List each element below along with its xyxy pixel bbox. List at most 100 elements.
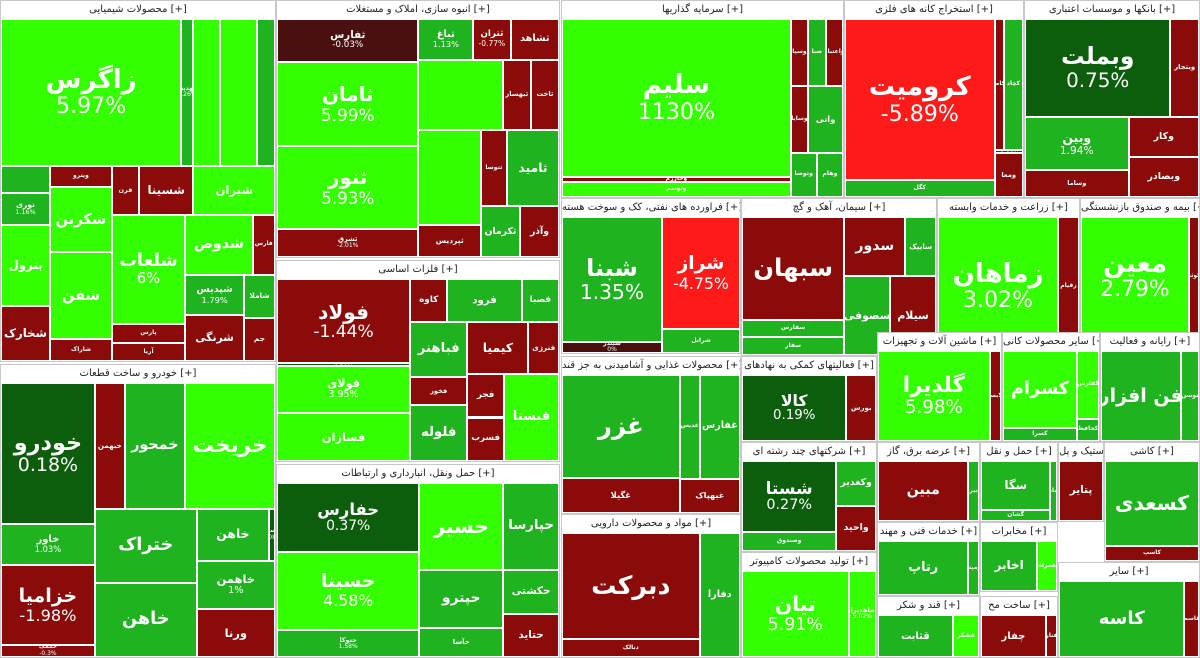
stock-tile[interactable]: کاما [994,19,1005,150]
stock-tile[interactable]: مبین [878,461,969,521]
stock-tile[interactable]: حسینا 4.58% [277,551,420,631]
stock-tile[interactable]: خزامیا -1.98% [1,565,95,645]
stock-tile[interactable]: حتاید [503,613,559,657]
sector-title[interactable]: بیمه و صندوق بازنشستگی [+] [1081,199,1199,217]
stock-tile[interactable]: کوثر [1189,217,1199,336]
stock-tile[interactable]: فولاد -1.44% [277,279,411,364]
stock-tile[interactable]: وکغدیر [836,461,876,506]
sector-title[interactable]: شرکتهای چند رشته ای [+] [742,443,876,461]
stock-tile[interactable]: بترول [1,224,51,307]
stock-tile[interactable]: ثشاهد [510,19,559,60]
stock-tile[interactable]: شدوص [185,214,253,275]
stock-tile[interactable]: فخوز [410,377,468,406]
stock-tile[interactable]: شرانل [662,329,740,353]
stock-tile[interactable]: آریا [111,342,186,361]
stock-tile[interactable]: گشان [981,509,1051,521]
sector-title[interactable]: فعالیتهای کمکی به نهادهای [+] [742,357,876,375]
stock-tile[interactable]: واعتبار [825,19,843,86]
stock-tile[interactable]: شبندر 0% [562,341,663,353]
sector-title[interactable]: فلزات اساسی [+] [277,261,559,279]
stock-tile[interactable]: تیان 5.91% [742,571,849,657]
stock-tile[interactable]: حکشتی [503,570,559,614]
stock-tile[interactable]: دفارا [699,533,740,657]
stock-tile[interactable]: وآذر [519,206,559,257]
stock-tile[interactable]: شراز -4.75% [662,217,740,330]
stock-tile[interactable]: وتوسم [562,181,791,197]
stock-tile[interactable]: کاسپ [1105,546,1199,561]
sector-title[interactable]: مخابرات [+] [981,523,1057,541]
stock-tile[interactable]: کاوه [410,279,448,322]
stock-tile[interactable]: وسپا [790,19,809,86]
stock-tile[interactable]: ثامید [506,130,559,207]
stock-tile[interactable]: شیران [193,165,275,215]
stock-tile[interactable]: پتایر [1059,461,1103,521]
stock-tile[interactable]: فرود [447,279,522,322]
stock-tile[interactable]: لابسا [989,351,1001,441]
stock-tile[interactable]: کسرا [1003,427,1077,441]
stock-tile[interactable]: غزر [562,375,680,478]
stock-tile[interactable]: غگیلا [562,477,680,513]
stock-tile[interactable]: جم [243,317,275,361]
stock-tile[interactable]: سگا [981,461,1051,510]
stock-tile[interactable]: فصبا [521,279,559,322]
stock-tile[interactable]: شسینا [139,165,194,215]
stock-tile[interactable]: قرن [111,165,140,215]
sector-title[interactable]: ساخت مح [+] [981,597,1057,615]
stock-tile[interactable]: پارس [111,324,186,343]
stock-tile[interactable]: قشکر [952,615,979,657]
stock-tile[interactable]: سایپک [905,217,936,277]
stock-tile[interactable] [1,165,51,193]
stock-tile[interactable]: کحافظ [1076,418,1099,441]
sector-title[interactable]: حمل و نقل [+] [981,443,1057,461]
stock-tile[interactable]: آباد [1050,461,1057,521]
stock-tile[interactable] [418,130,481,226]
stock-tile[interactable]: خاهن [196,508,270,561]
sector-title[interactable]: ماشین آلات و تجهیزات [+] [878,333,1001,351]
stock-tile[interactable]: ختراک [94,508,197,583]
stock-tile[interactable]: کرومیت -5.89% [845,19,995,181]
stock-tile[interactable]: شپدیس 1.79% [185,274,244,316]
stock-tile[interactable]: شلعاب 6% [111,214,186,325]
stock-tile[interactable]: ماهدیرا 5.02% [848,571,876,657]
stock-tile[interactable]: همراه [1037,541,1057,591]
sector-title[interactable]: حمل ونقل، انبارداری و ارتباطات [+] [277,465,559,483]
sector-title[interactable]: بانکها و موسسات اعتباری [+] [1025,1,1199,19]
stock-tile[interactable]: اخابر [981,541,1038,591]
stock-tile[interactable]: فسازان [277,413,411,461]
stock-tile[interactable]: کچاد [1004,19,1023,150]
sector-title[interactable]: خدمات فنی و مهند [+] [878,523,979,541]
stock-tile[interactable]: خمحور [124,383,185,509]
sector-title[interactable]: سایر [+] [1059,563,1199,581]
stock-tile[interactable]: وبملت 0.75% [1025,19,1171,118]
stock-tile[interactable]: سدور [844,217,906,277]
stock-tile[interactable]: وخارزم [562,176,791,182]
sector-title[interactable]: تولید محصولات کامپیوتر [+] [742,553,876,571]
stock-tile[interactable]: خاهمن 1% [196,560,275,609]
sector-title[interactable]: سیمان، آهک و گچ [+] [742,199,936,217]
stock-tile[interactable]: فنار [1045,615,1057,657]
stock-tile[interactable]: فولای 3.95% [277,365,411,414]
stock-tile[interactable]: حپترو [419,570,504,628]
stock-tile[interactable]: ثکرمان [480,206,520,257]
stock-tile[interactable]: حسابا0.08% [269,508,275,561]
stock-tile[interactable]: توسن [1180,351,1199,441]
stock-tile[interactable]: حپارسا [503,483,559,570]
stock-tile[interactable]: ونیرو [968,461,979,521]
stock-tile[interactable]: حتوکا 1.58% [277,630,420,657]
stock-tile[interactable]: وسایا [790,85,809,153]
stock-tile[interactable]: سبهان [742,217,845,320]
sector-title[interactable]: محصولات غذایی و آشامیدنی به جز قند [+] [562,357,740,375]
sector-title[interactable]: فراورده های نفتی، کک و سوخت هسته [+] [562,199,740,217]
stock-tile[interactable]: واتی [808,85,843,153]
stock-tile[interactable]: شبنا 1.35% [562,217,663,342]
stock-tile[interactable]: چفار [981,615,1046,657]
sector-title[interactable]: مواد و محصولات دارویی [+] [562,515,740,533]
stock-tile[interactable]: شرنگی [185,315,244,361]
stock-tile[interactable]: کسعدی [1105,461,1199,547]
sector-title[interactable]: سرمایه گذاریها [+] [562,1,843,19]
stock-tile[interactable]: ثتوسا [480,130,507,207]
stock-tile[interactable]: وتوصا [790,152,817,197]
stock-tile[interactable]: وبصادر [1128,157,1199,197]
stock-tile[interactable]: ثامان 5.99% [277,62,419,146]
stock-tile[interactable]: ثنور 5.93% [277,145,419,229]
